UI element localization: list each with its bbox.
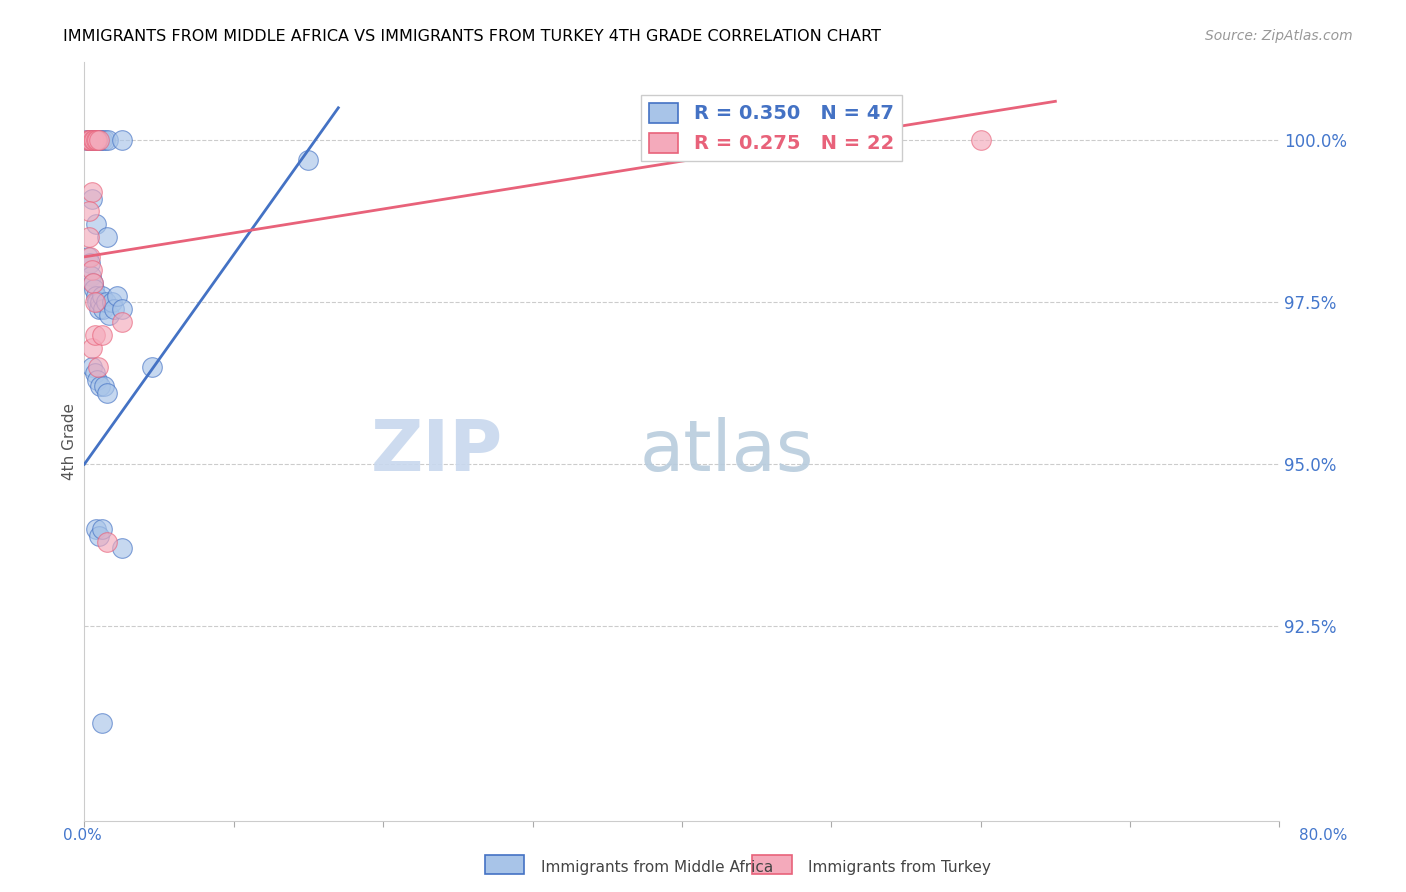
Point <box>96 535 118 549</box>
Point <box>91 716 114 731</box>
Point <box>80 359 103 374</box>
Point <box>111 133 134 147</box>
Point <box>82 276 104 290</box>
Point <box>83 295 105 310</box>
Point <box>87 359 110 374</box>
Point <box>84 133 107 147</box>
Point <box>80 133 103 147</box>
Point <box>96 230 118 244</box>
Point <box>101 295 124 310</box>
Point <box>141 359 163 374</box>
Point <box>82 133 104 147</box>
Point <box>76 133 98 147</box>
Point <box>84 289 107 303</box>
Point <box>84 133 107 147</box>
Point <box>80 185 103 199</box>
Point <box>91 522 114 536</box>
Point <box>89 379 111 393</box>
Point <box>89 528 111 542</box>
Point <box>77 250 100 264</box>
Point <box>96 386 118 401</box>
Point <box>80 341 103 355</box>
Point <box>77 230 100 244</box>
Point <box>83 327 105 342</box>
Point <box>80 269 103 284</box>
Point <box>111 541 134 556</box>
Point <box>91 133 114 147</box>
Point <box>105 289 128 303</box>
Point <box>86 218 108 232</box>
Point <box>90 289 112 303</box>
Point <box>83 367 105 381</box>
Point <box>80 262 103 277</box>
Point <box>86 373 108 387</box>
Point <box>94 295 117 310</box>
Point <box>77 133 100 147</box>
Point <box>83 282 105 296</box>
Text: 0.0%: 0.0% <box>63 828 103 843</box>
Point <box>79 256 101 270</box>
Point <box>89 295 111 310</box>
Point <box>970 133 993 147</box>
Point <box>86 133 108 147</box>
Point <box>77 133 100 147</box>
Point <box>83 133 105 147</box>
Point <box>86 133 108 147</box>
Point <box>79 133 101 147</box>
Text: Source: ZipAtlas.com: Source: ZipAtlas.com <box>1205 29 1353 43</box>
Point <box>89 133 111 147</box>
Point <box>103 301 125 316</box>
Point <box>91 327 114 342</box>
Point <box>87 133 110 147</box>
Point <box>86 522 108 536</box>
Point <box>94 133 117 147</box>
Text: Immigrants from Middle Africa: Immigrants from Middle Africa <box>541 860 773 874</box>
Text: ZIP: ZIP <box>370 417 503 486</box>
Point <box>79 250 101 264</box>
Y-axis label: 4th Grade: 4th Grade <box>62 403 77 480</box>
Point <box>83 133 105 147</box>
Text: IMMIGRANTS FROM MIDDLE AFRICA VS IMMIGRANTS FROM TURKEY 4TH GRADE CORRELATION CH: IMMIGRANTS FROM MIDDLE AFRICA VS IMMIGRA… <box>63 29 882 44</box>
Point <box>97 133 120 147</box>
Point <box>86 295 108 310</box>
Point <box>79 133 101 147</box>
Point <box>87 133 110 147</box>
Point <box>80 192 103 206</box>
Legend: R = 0.350   N = 47, R = 0.275   N = 22: R = 0.350 N = 47, R = 0.275 N = 22 <box>641 95 901 161</box>
Point <box>91 301 114 316</box>
Point <box>87 301 110 316</box>
Text: atlas: atlas <box>640 417 814 486</box>
Text: 80.0%: 80.0% <box>1299 828 1347 843</box>
Point <box>76 133 98 147</box>
Point <box>82 133 104 147</box>
Point <box>111 315 134 329</box>
Point <box>297 153 319 167</box>
Point <box>93 379 115 393</box>
Point <box>98 308 121 322</box>
Text: Immigrants from Turkey: Immigrants from Turkey <box>808 860 991 874</box>
Point <box>77 204 100 219</box>
Point <box>82 276 104 290</box>
Point <box>111 301 134 316</box>
